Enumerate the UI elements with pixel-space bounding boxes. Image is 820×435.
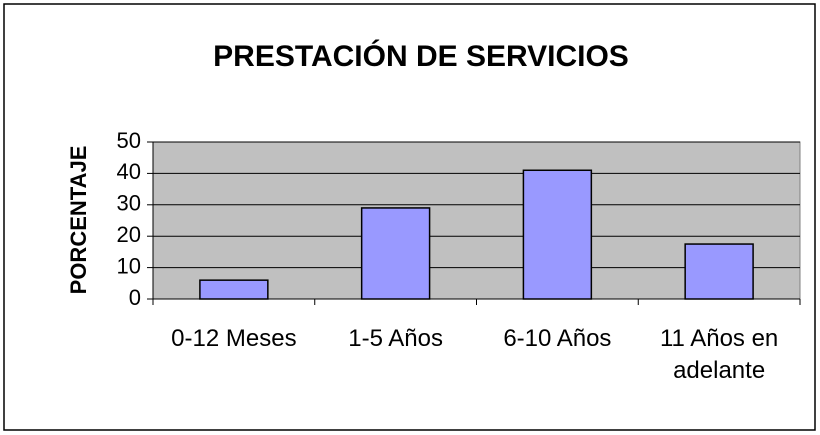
- chart-title: PRESTACIÓN DE SERVICIOS: [213, 39, 629, 73]
- y-tick-label: 20: [117, 222, 141, 247]
- y-tick-label: 0: [129, 285, 141, 310]
- x-tick-label: 11 Años en adelante: [659, 325, 779, 384]
- bar: [522, 169, 593, 300]
- y-tick-label: 10: [117, 253, 141, 278]
- bar: [684, 243, 754, 300]
- x-tick-label: 0-12 Meses: [171, 325, 297, 352]
- y-tick-label: 40: [117, 159, 141, 184]
- x-tick-label: 1-5 Años: [348, 325, 443, 352]
- y-tick-label: 30: [117, 191, 141, 216]
- x-tick-label: 6-10 Años: [503, 325, 612, 352]
- bar: [199, 279, 269, 300]
- bar: [360, 207, 431, 300]
- y-tick-label: 50: [117, 128, 141, 153]
- y-axis-label: PORCENTAJE: [66, 146, 91, 295]
